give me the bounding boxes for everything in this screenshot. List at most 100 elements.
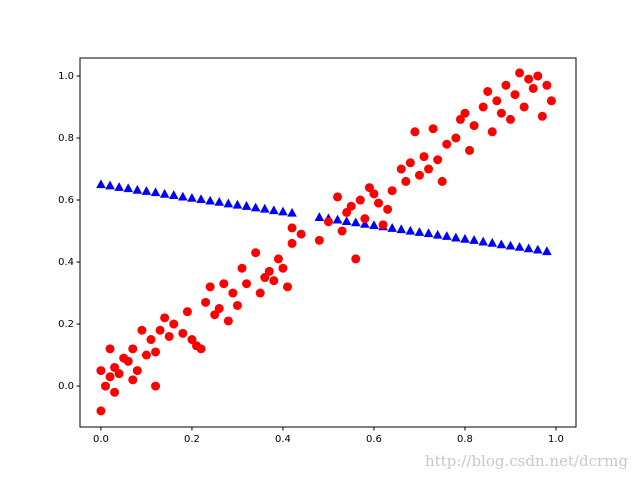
point <box>100 381 110 391</box>
point <box>146 335 156 345</box>
point <box>341 216 352 226</box>
point <box>201 297 211 307</box>
point <box>105 180 115 190</box>
point <box>114 369 124 379</box>
point <box>374 198 384 208</box>
point <box>351 254 361 264</box>
point <box>441 231 452 240</box>
point <box>273 254 283 264</box>
point <box>232 199 243 209</box>
point <box>546 96 556 106</box>
point <box>414 227 425 236</box>
point <box>487 127 497 137</box>
point <box>396 224 407 234</box>
point <box>110 362 120 372</box>
point <box>496 239 507 249</box>
point <box>205 195 215 205</box>
plot-frame <box>79 57 577 428</box>
point <box>278 206 288 216</box>
point <box>96 179 106 189</box>
point <box>333 192 343 202</box>
point <box>469 121 479 131</box>
point <box>323 217 333 227</box>
point <box>364 183 374 193</box>
point <box>396 164 406 174</box>
y-tick-label: 0.6 <box>58 195 74 206</box>
point <box>515 68 525 78</box>
point <box>383 204 393 214</box>
point <box>314 212 325 221</box>
point <box>387 223 397 232</box>
point <box>524 74 534 84</box>
point <box>465 145 475 155</box>
point <box>264 266 274 276</box>
point <box>187 335 197 345</box>
point <box>483 86 493 96</box>
point <box>296 229 306 239</box>
point <box>478 102 488 112</box>
x-tick-label: 0.8 <box>457 434 473 445</box>
point <box>542 246 552 256</box>
point <box>278 263 288 273</box>
point <box>492 96 502 106</box>
point <box>369 220 379 230</box>
point <box>128 344 138 354</box>
point <box>178 191 188 201</box>
point <box>505 240 516 250</box>
point <box>96 406 106 416</box>
point <box>405 158 415 168</box>
point <box>437 176 447 186</box>
point <box>269 276 279 286</box>
point <box>128 375 138 385</box>
point <box>196 194 206 203</box>
point <box>387 186 397 196</box>
point <box>237 263 247 273</box>
point <box>337 226 347 236</box>
x-tick-label: 0.2 <box>184 434 200 445</box>
point <box>287 223 297 233</box>
y-tick-label: 0.2 <box>58 319 74 330</box>
point <box>251 248 261 258</box>
point <box>223 198 234 208</box>
point <box>532 244 543 254</box>
point <box>228 288 238 298</box>
point <box>519 102 529 112</box>
point <box>232 300 242 310</box>
point <box>155 325 165 335</box>
point <box>168 190 179 199</box>
point <box>537 111 547 121</box>
point <box>123 356 133 366</box>
point <box>478 236 488 246</box>
y-tick-label: 0.8 <box>58 133 74 144</box>
point <box>460 233 470 243</box>
point <box>542 80 552 90</box>
point <box>514 241 525 251</box>
point <box>96 366 106 376</box>
x-tick-label: 0.6 <box>366 434 382 445</box>
point <box>355 195 365 205</box>
point <box>169 319 179 329</box>
y-tick-label: 1.0 <box>58 71 74 82</box>
point <box>123 183 134 193</box>
point <box>151 347 161 357</box>
point <box>214 304 224 314</box>
point <box>360 214 370 224</box>
y-tick-label: 0.4 <box>58 257 74 268</box>
point <box>496 108 506 118</box>
point <box>487 237 498 247</box>
point <box>214 196 225 206</box>
point <box>242 279 252 289</box>
point <box>241 201 252 210</box>
point <box>451 133 461 143</box>
y-tick-label: 0.0 <box>58 381 74 392</box>
point <box>196 344 206 354</box>
point <box>533 71 543 81</box>
point <box>150 187 161 197</box>
point <box>283 282 293 292</box>
point <box>442 139 452 149</box>
point <box>132 184 143 194</box>
point <box>419 152 429 162</box>
point <box>414 170 424 180</box>
